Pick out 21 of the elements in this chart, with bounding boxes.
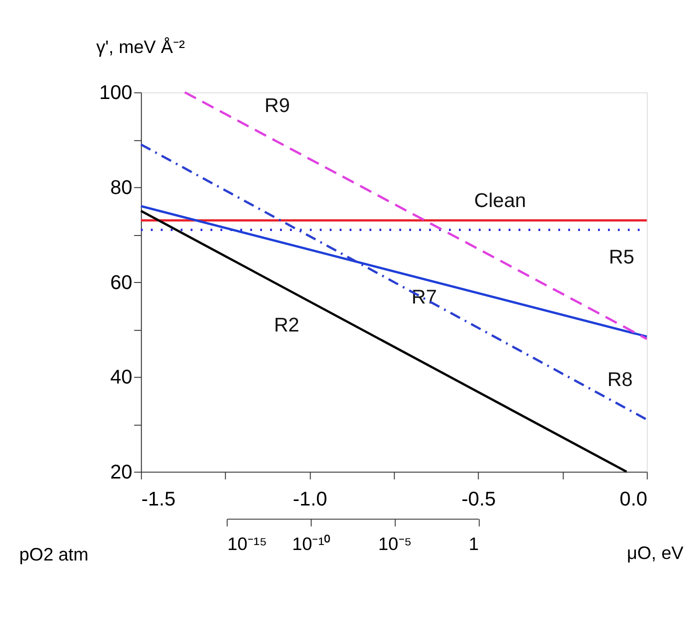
x-tick-label: 0.0: [620, 488, 648, 511]
x-axis-title: μO, eV: [626, 542, 684, 563]
x2-axis-title: pO2 atm: [19, 544, 88, 565]
series-label: R5: [608, 246, 634, 268]
x2-tick-label: 10⁻¹⁵: [227, 534, 267, 554]
x2-tick-label: 10⁻¹⁰: [292, 534, 330, 554]
x2-tick-label: 10⁻⁵: [378, 534, 412, 554]
series-label: Clean: [474, 190, 526, 212]
x-tick-label: -0.5: [462, 488, 496, 511]
series-label: R9: [264, 94, 290, 117]
x-tick-label: -1.5: [141, 488, 176, 511]
x2-tick-label: 1: [468, 534, 479, 554]
y-tick-label: 20: [110, 462, 132, 484]
series-label: R2: [274, 314, 300, 337]
y-axis-title: γ', meV Å⁻²: [96, 37, 185, 58]
series-label: R8: [607, 369, 633, 392]
x-tick-label: -1.0: [292, 488, 328, 511]
y-tick-label: 40: [110, 366, 132, 389]
y-tick-label: 100: [99, 82, 132, 104]
y-tick-label: 60: [110, 272, 132, 294]
y-tick-label: 80: [110, 176, 132, 199]
